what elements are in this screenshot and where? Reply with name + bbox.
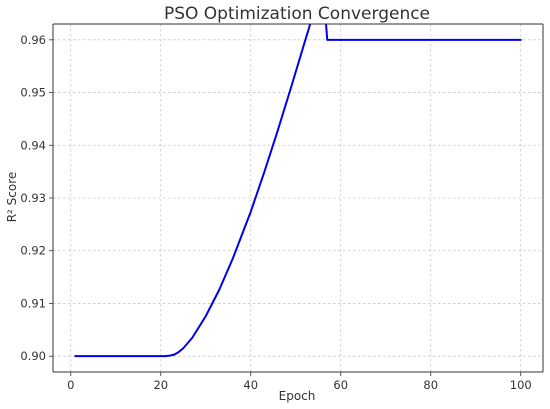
y-tick-label: 0.92 bbox=[20, 244, 46, 258]
axes-layer: 0 20 40 60 80 100 0.90 0.91 0.92 0.93 0.94 0.95 0.96 bbox=[20, 23, 544, 392]
grid-layer bbox=[53, 24, 543, 372]
chart-title: PSO Optimization Convergence bbox=[164, 4, 430, 24]
y-tick-label: 0.90 bbox=[20, 349, 46, 363]
y-tick-label: 0.96 bbox=[20, 33, 46, 47]
series-layer bbox=[74, 24, 522, 358]
y-tick-label: 0.95 bbox=[20, 86, 46, 100]
x-axis-label: Epoch bbox=[279, 389, 316, 403]
x-tick-label: 80 bbox=[423, 378, 438, 392]
x-tick-label: 40 bbox=[243, 378, 258, 392]
x-tick-label: 0 bbox=[67, 378, 74, 392]
series-line bbox=[74, 24, 522, 358]
y-tick-label: 0.94 bbox=[20, 138, 46, 152]
x-tick-label: 100 bbox=[510, 378, 532, 392]
y-axis-label: R² Score bbox=[5, 172, 19, 223]
x-tick-label: 20 bbox=[153, 378, 168, 392]
x-tick-label: 60 bbox=[333, 378, 348, 392]
y-tick-label: 0.91 bbox=[20, 296, 46, 310]
y-tick-label: 0.93 bbox=[20, 191, 46, 205]
